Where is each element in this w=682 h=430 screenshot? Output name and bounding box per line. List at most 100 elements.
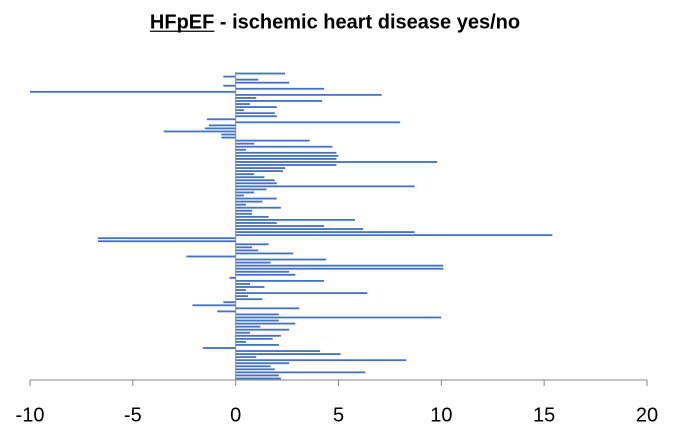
- bar: [235, 106, 277, 108]
- bar: [235, 139, 310, 142]
- bar: [235, 270, 290, 273]
- bar: [30, 90, 236, 93]
- bar: [235, 365, 271, 368]
- x-tick-label: -10: [16, 404, 45, 426]
- bar: [235, 179, 275, 182]
- chart-title: HFpEF - ischemic heart disease yes/no: [150, 11, 520, 33]
- bar: [235, 316, 442, 319]
- x-tick-label: 5: [333, 404, 344, 426]
- bar: [235, 243, 269, 246]
- bar: [235, 331, 251, 334]
- bar: [235, 78, 259, 81]
- bar: [235, 206, 281, 209]
- bar: [235, 173, 255, 176]
- bar: [235, 87, 325, 90]
- bar: [235, 154, 339, 157]
- x-tick-label: 0: [230, 404, 241, 426]
- bar: [235, 313, 279, 316]
- bar: [235, 353, 341, 355]
- bar: [97, 240, 236, 243]
- x-tick-label: 10: [430, 404, 452, 426]
- bar: [235, 209, 253, 212]
- bar: [235, 295, 249, 298]
- bar: [235, 359, 407, 362]
- bar: [97, 237, 236, 240]
- bar: [202, 347, 236, 349]
- bar: [235, 170, 283, 173]
- bar: [235, 368, 275, 371]
- bar: [235, 115, 277, 118]
- bar: [235, 289, 246, 291]
- bar: [235, 319, 279, 322]
- bar: [235, 286, 265, 288]
- bar: [235, 194, 244, 197]
- bar: [235, 103, 251, 105]
- bar: [235, 151, 337, 154]
- bar: [235, 249, 259, 252]
- bar: [235, 356, 257, 359]
- bar: [192, 304, 236, 307]
- bar: [229, 276, 236, 279]
- bar: [235, 279, 325, 282]
- bar: [235, 344, 279, 346]
- bar: [235, 112, 275, 115]
- bar: [235, 215, 269, 218]
- bar: [235, 322, 296, 325]
- x-tick-label: 15: [533, 404, 555, 426]
- bar: [235, 200, 263, 203]
- bar: [186, 255, 236, 258]
- bar: [235, 292, 368, 295]
- bar: [235, 264, 444, 267]
- bar: [235, 185, 415, 188]
- x-tick-label: 20: [636, 404, 658, 426]
- bar: [235, 362, 290, 365]
- bar: [163, 130, 236, 133]
- bar: [235, 167, 286, 169]
- bar: [235, 267, 444, 270]
- bar: [235, 100, 323, 102]
- bar: [235, 283, 251, 285]
- bar: [221, 136, 236, 139]
- bar: [235, 340, 246, 343]
- bar: [235, 377, 281, 380]
- bar: [235, 157, 337, 160]
- bar: [235, 231, 415, 234]
- bar: [235, 148, 246, 151]
- bar: [235, 252, 294, 255]
- bar: [235, 325, 261, 328]
- bar: [235, 93, 382, 96]
- bar: [235, 188, 267, 191]
- bar: [221, 133, 236, 136]
- bar: [235, 182, 277, 185]
- bar: [235, 328, 290, 331]
- bar: [235, 145, 333, 148]
- bar: [235, 142, 255, 145]
- bar: [235, 121, 401, 124]
- bar: [235, 109, 244, 112]
- bar: [235, 191, 255, 194]
- bar: [235, 334, 281, 337]
- bar: [206, 118, 236, 121]
- bar: [204, 127, 236, 130]
- bar: [235, 72, 286, 75]
- bar: [235, 228, 364, 230]
- x-tick-label: -5: [124, 404, 142, 426]
- bar: [235, 298, 263, 301]
- bar: [235, 222, 277, 224]
- bar: [223, 84, 236, 87]
- bar: [235, 258, 327, 261]
- bar: [235, 273, 296, 276]
- bar: [235, 161, 438, 163]
- bar: [235, 374, 279, 377]
- bar: [235, 350, 320, 352]
- bar: [235, 234, 553, 237]
- bar: [217, 310, 236, 313]
- bar: [223, 75, 236, 78]
- bar: [235, 164, 337, 166]
- bar: [235, 218, 355, 221]
- bar: [235, 203, 246, 206]
- bar: [223, 301, 236, 304]
- bar: [235, 81, 290, 84]
- bar: [235, 97, 257, 99]
